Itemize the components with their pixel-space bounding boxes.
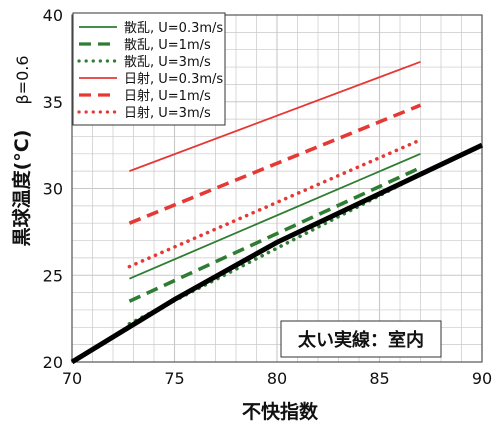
- legend-label: 日射, U=1m/s: [124, 88, 211, 104]
- y-axis-beta-label: β=0.6: [13, 55, 32, 104]
- x-tick-label: 70: [62, 369, 82, 388]
- legend: 散乱, U=0.3m/s 散乱, U=1m/s 散乱, U=3m/s日射, U=0.…: [72, 12, 226, 126]
- legend-label: 散乱, U=1m/s: [124, 38, 211, 53]
- y-tick-label: 30: [43, 180, 63, 199]
- annotation-text: 太い実線：室内: [298, 329, 424, 351]
- series-line-2: [127, 172, 423, 326]
- series-line-0: [129, 152, 421, 280]
- series-line-indoor: [70, 142, 484, 365]
- x-tick-label: 85: [369, 369, 389, 388]
- y-tick-label: 20: [43, 353, 63, 372]
- x-tick-label: 80: [267, 369, 287, 388]
- series-line-5: [127, 138, 423, 269]
- y-tick-label: 40: [43, 6, 63, 25]
- y-tick-label: 25: [43, 266, 63, 285]
- legend-label: 日射, U=0.3m/s: [124, 71, 223, 87]
- x-axis-title: 不快指数: [242, 400, 319, 423]
- x-tick-label: 90: [472, 369, 492, 388]
- ticks-layer: 70 75 80 85 90 20 25 30 35 40: [43, 6, 493, 388]
- annotation-box: [280, 320, 442, 358]
- legend-label: 散乱, U=3m/s: [124, 55, 211, 70]
- x-tick-label: 75: [164, 369, 184, 388]
- series-line-1: [128, 166, 422, 303]
- annotation: 太い実線：室内: [280, 320, 442, 358]
- legend-label: 散乱, U=0.3m/s: [124, 21, 223, 36]
- y-tick-label: 35: [43, 93, 63, 112]
- series-line-3: [129, 60, 421, 172]
- legend-box: [72, 12, 226, 126]
- y-axis-title: 黒球温度(°C): [10, 130, 33, 247]
- plot-frame: [71, 14, 483, 363]
- legend-label: 日射, U=3m/s: [124, 105, 211, 121]
- series-line-4: [128, 103, 422, 225]
- series-layer: [70, 60, 484, 365]
